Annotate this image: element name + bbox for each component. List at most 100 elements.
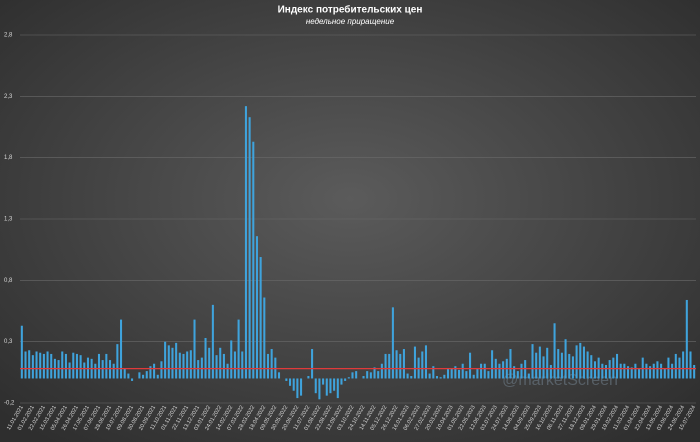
- bar: [413, 346, 416, 379]
- bar: [619, 363, 622, 379]
- bar: [355, 371, 358, 379]
- bar: [645, 363, 648, 379]
- bar: [612, 357, 615, 379]
- bar: [682, 351, 685, 379]
- bar: [380, 363, 383, 379]
- bar: [204, 337, 207, 379]
- bar: [241, 351, 244, 379]
- bar: [230, 340, 233, 379]
- bar: [568, 353, 571, 379]
- bar: [138, 372, 141, 379]
- bar: [384, 353, 387, 379]
- bar: [443, 374, 446, 379]
- bar: [535, 352, 538, 379]
- bar: [685, 299, 688, 379]
- watermark: @marketScreen: [502, 372, 618, 389]
- bar: [638, 368, 641, 379]
- bar: [64, 353, 67, 379]
- bar: [491, 350, 494, 379]
- bar: [182, 353, 185, 379]
- bar: [564, 339, 567, 379]
- y-tick-label: 1,3: [4, 217, 13, 223]
- bar: [215, 355, 218, 379]
- bar: [329, 378, 332, 394]
- bar: [233, 351, 236, 379]
- bar: [270, 349, 273, 379]
- y-tick-label: 1,8: [4, 155, 13, 161]
- bar: [31, 355, 34, 379]
- bar: [333, 378, 336, 391]
- bar: [274, 357, 277, 379]
- bar: [597, 357, 600, 379]
- bar: [145, 371, 148, 379]
- bar: [156, 374, 159, 379]
- bar: [435, 376, 439, 379]
- bar: [674, 353, 677, 379]
- y-tick-label: 2,3: [4, 94, 13, 100]
- bar: [149, 366, 152, 379]
- bar: [667, 357, 670, 379]
- bar: [35, 351, 38, 379]
- bar: [200, 357, 203, 379]
- bar: [549, 364, 552, 379]
- bar: [590, 355, 593, 379]
- bar: [553, 323, 556, 379]
- y-tick-label: 0,3: [4, 339, 13, 345]
- bar: [24, 351, 27, 379]
- bar: [208, 347, 211, 379]
- bar: [97, 353, 101, 379]
- bar: [167, 345, 170, 379]
- bar: [75, 353, 78, 379]
- bar: [255, 236, 258, 379]
- chart-subtitle: недельное приращение: [306, 17, 395, 26]
- bar: [340, 378, 343, 385]
- bar: [72, 352, 75, 379]
- bar: [142, 374, 145, 379]
- bar: [571, 356, 574, 379]
- bar: [693, 364, 696, 379]
- bar: [219, 347, 222, 379]
- bar: [480, 363, 483, 379]
- bar: [289, 378, 292, 386]
- bar: [604, 364, 608, 379]
- bar: [248, 117, 251, 379]
- bar: [222, 353, 225, 379]
- bar: [502, 361, 505, 379]
- bar: [83, 362, 86, 379]
- bar: [627, 366, 630, 379]
- bar: [189, 350, 192, 379]
- bar: [593, 361, 596, 379]
- bar: [252, 141, 255, 379]
- bar: [524, 360, 527, 379]
- bar: [388, 353, 391, 379]
- bar: [46, 351, 49, 379]
- bar: [469, 352, 472, 379]
- bar: [575, 345, 578, 379]
- y-tick-label: 2,8: [4, 33, 13, 39]
- bar: [516, 371, 519, 379]
- bar: [608, 360, 611, 379]
- bar: [439, 377, 442, 379]
- bar: [465, 371, 468, 379]
- bar: [509, 349, 512, 379]
- bar: [186, 351, 189, 379]
- bar: [678, 357, 681, 379]
- bar: [171, 347, 174, 379]
- bar: [20, 325, 23, 379]
- bar: [366, 371, 369, 379]
- bar: [322, 378, 325, 385]
- bar: [263, 297, 266, 379]
- bar: [623, 363, 626, 379]
- bar: [153, 363, 156, 379]
- bar: [86, 357, 89, 379]
- bar: [369, 372, 372, 379]
- bar: [428, 373, 431, 379]
- bar: [531, 344, 534, 379]
- bar: [689, 351, 692, 379]
- bar: [601, 363, 604, 379]
- bar: [671, 363, 674, 379]
- bar: [164, 341, 167, 379]
- bar: [101, 360, 104, 379]
